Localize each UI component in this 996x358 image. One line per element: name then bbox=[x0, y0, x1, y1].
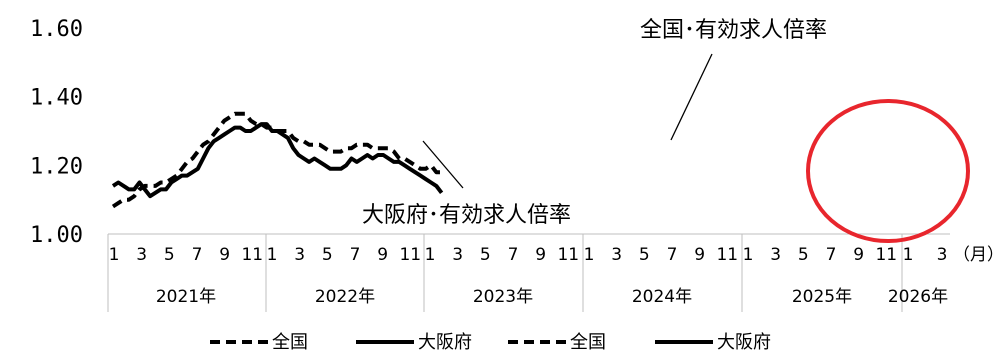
month-tick-label: 5 bbox=[480, 245, 491, 265]
month-tick-label: 1 bbox=[584, 245, 595, 265]
y-tick-label: 1.20 bbox=[30, 154, 83, 179]
month-tick-label: 7 bbox=[350, 245, 361, 265]
year-label: 2024年 bbox=[632, 287, 692, 307]
month-tick-label: 5 bbox=[322, 245, 333, 265]
month-tick-label: 11 bbox=[399, 245, 421, 265]
year-label: 2022年 bbox=[315, 287, 375, 307]
month-tick-label: 11 bbox=[875, 245, 897, 265]
month-tick-label: 7 bbox=[826, 245, 837, 265]
series-line-osaka bbox=[111, 122, 444, 199]
month-tick-label: 11 bbox=[241, 245, 263, 265]
month-tick-label: 7 bbox=[667, 245, 678, 265]
month-tick-label: 11 bbox=[557, 245, 579, 265]
month-tick-label: 5 bbox=[164, 245, 175, 265]
month-tick-label: 9 bbox=[694, 245, 705, 265]
year-label: 2021年 bbox=[156, 287, 216, 307]
legend-label: 全国 bbox=[570, 332, 606, 353]
month-tick-label: 11 bbox=[716, 245, 738, 265]
month-tick-label: 5 bbox=[798, 245, 809, 265]
y-tick-label: 1.40 bbox=[30, 86, 83, 111]
month-tick-label: 9 bbox=[853, 245, 864, 265]
annotation-national-leader bbox=[670, 53, 713, 141]
month-tick-label: 3 bbox=[937, 245, 948, 265]
month-tick-label: 1 bbox=[425, 245, 436, 265]
year-label: 2025年 bbox=[792, 287, 852, 307]
annotation-osaka: 大阪府･有効求人倍率 bbox=[362, 203, 571, 228]
month-tick-label: 7 bbox=[508, 245, 519, 265]
year-label: 2026年 bbox=[888, 287, 948, 307]
month-tick-label: 3 bbox=[611, 245, 622, 265]
month-tick-label: 7 bbox=[192, 245, 203, 265]
month-tick-label: 1 bbox=[267, 245, 278, 265]
month-tick-label: 9 bbox=[377, 245, 388, 265]
month-tick-label: 3 bbox=[452, 245, 463, 265]
y-tick-label: 1.60 bbox=[30, 17, 83, 42]
year-label: 2023年 bbox=[473, 287, 533, 307]
month-tick-label: 9 bbox=[535, 245, 546, 265]
y-tick-label: 1.00 bbox=[30, 223, 83, 248]
legend-label: 大阪府 bbox=[418, 332, 472, 353]
legend-label: 全国 bbox=[272, 332, 308, 353]
month-tick-label: 5 bbox=[639, 245, 650, 265]
month-tick-label: 3 bbox=[136, 245, 147, 265]
x-axis-unit: （月） bbox=[953, 245, 996, 265]
annotation-osaka-leader bbox=[422, 140, 464, 189]
month-tick-label: 3 bbox=[770, 245, 781, 265]
month-tick-label: 1 bbox=[903, 245, 914, 265]
month-tick-label: 1 bbox=[743, 245, 754, 265]
month-tick-label: 9 bbox=[219, 245, 230, 265]
legend-label: 大阪府 bbox=[717, 332, 771, 353]
month-tick-label: 1 bbox=[109, 245, 120, 265]
highlight-ellipse bbox=[806, 99, 970, 243]
month-tick-label: 3 bbox=[294, 245, 305, 265]
annotation-national: 全国･有効求人倍率 bbox=[640, 18, 827, 43]
